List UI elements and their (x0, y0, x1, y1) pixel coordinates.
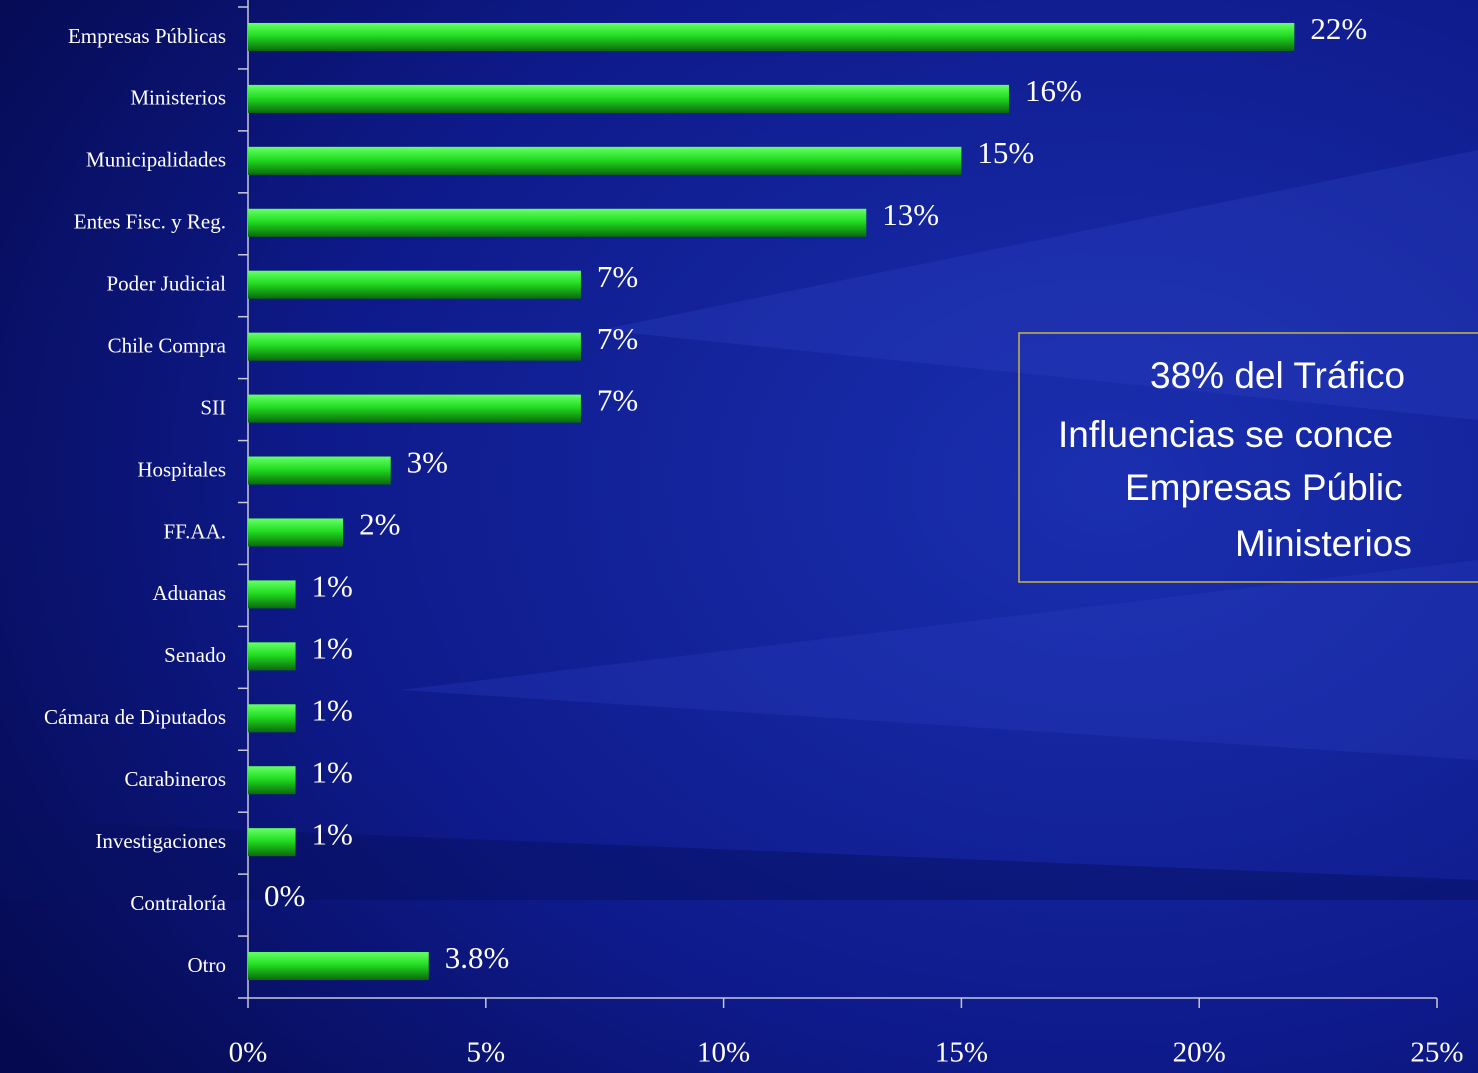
category-label: Entes Fisc. y Reg. (74, 210, 226, 234)
bar (248, 146, 962, 175)
value-label: 7% (597, 383, 638, 418)
bar (248, 766, 296, 795)
category-label: SII (200, 395, 226, 419)
value-label: 3.8% (445, 940, 510, 975)
value-label: 0% (264, 878, 305, 913)
category-label: Carabineros (125, 767, 226, 791)
bar (248, 84, 1009, 113)
category-label: Chile Compra (108, 333, 227, 357)
bar (248, 704, 296, 733)
x-tick-label: 0% (229, 1037, 268, 1069)
category-label: Poder Judicial (106, 272, 226, 296)
bar (248, 952, 429, 981)
x-tick-label: 10% (697, 1037, 750, 1069)
bar (248, 456, 391, 485)
value-label: 3% (407, 445, 448, 480)
value-label: 15% (977, 135, 1034, 170)
value-label: 13% (882, 197, 939, 232)
ray (400, 560, 1478, 760)
bar (248, 580, 296, 609)
value-label: 1% (312, 816, 353, 851)
category-label: Otro (188, 953, 227, 977)
value-label: 1% (312, 569, 353, 604)
annotation-line: 38% del Tráfico (1150, 355, 1405, 396)
bar (248, 22, 1295, 51)
category-label: Ministerios (130, 86, 226, 110)
ray (600, 150, 1478, 420)
value-label: 1% (312, 630, 353, 665)
bar (248, 332, 581, 361)
category-label: Hospitales (137, 457, 226, 481)
x-tick-label: 20% (1173, 1037, 1226, 1069)
bar (248, 270, 581, 299)
category-label: Contraloría (130, 891, 226, 915)
bar (248, 518, 344, 547)
plot: 0% 5% 10% 15% 20% 25% Empresas Públicas 22% Mini… (44, 0, 1464, 1069)
ray (0, 820, 1478, 900)
value-label: 7% (597, 321, 638, 356)
x-tick-label: 5% (466, 1037, 505, 1069)
value-label: 2% (359, 507, 400, 542)
category-label: FF.AA. (163, 519, 226, 543)
value-label: 22% (1310, 11, 1367, 46)
x-tick-label: 15% (935, 1037, 988, 1069)
bar (248, 642, 296, 671)
category-label: Empresas Públicas (68, 24, 226, 48)
note-box (1018, 332, 1478, 583)
value-label: 16% (1025, 73, 1082, 108)
category-label: Aduanas (153, 581, 226, 605)
value-label: 1% (312, 692, 353, 727)
annotation-line: Ministerios (1235, 523, 1412, 564)
category-label: Investigaciones (95, 829, 226, 853)
bar (248, 828, 296, 857)
bar (248, 208, 867, 237)
annotation-line: Influencias se conce (1058, 414, 1393, 455)
value-label: 1% (312, 754, 353, 789)
annotation-line: Empresas Públic (1125, 467, 1403, 508)
x-tick-label: 25% (1410, 1037, 1463, 1069)
bar (248, 394, 581, 423)
category-label: Senado (164, 643, 226, 667)
category-label: Municipalidades (86, 148, 226, 172)
value-label: 7% (597, 259, 638, 294)
category-label: Cámara de Diputados (44, 705, 226, 729)
